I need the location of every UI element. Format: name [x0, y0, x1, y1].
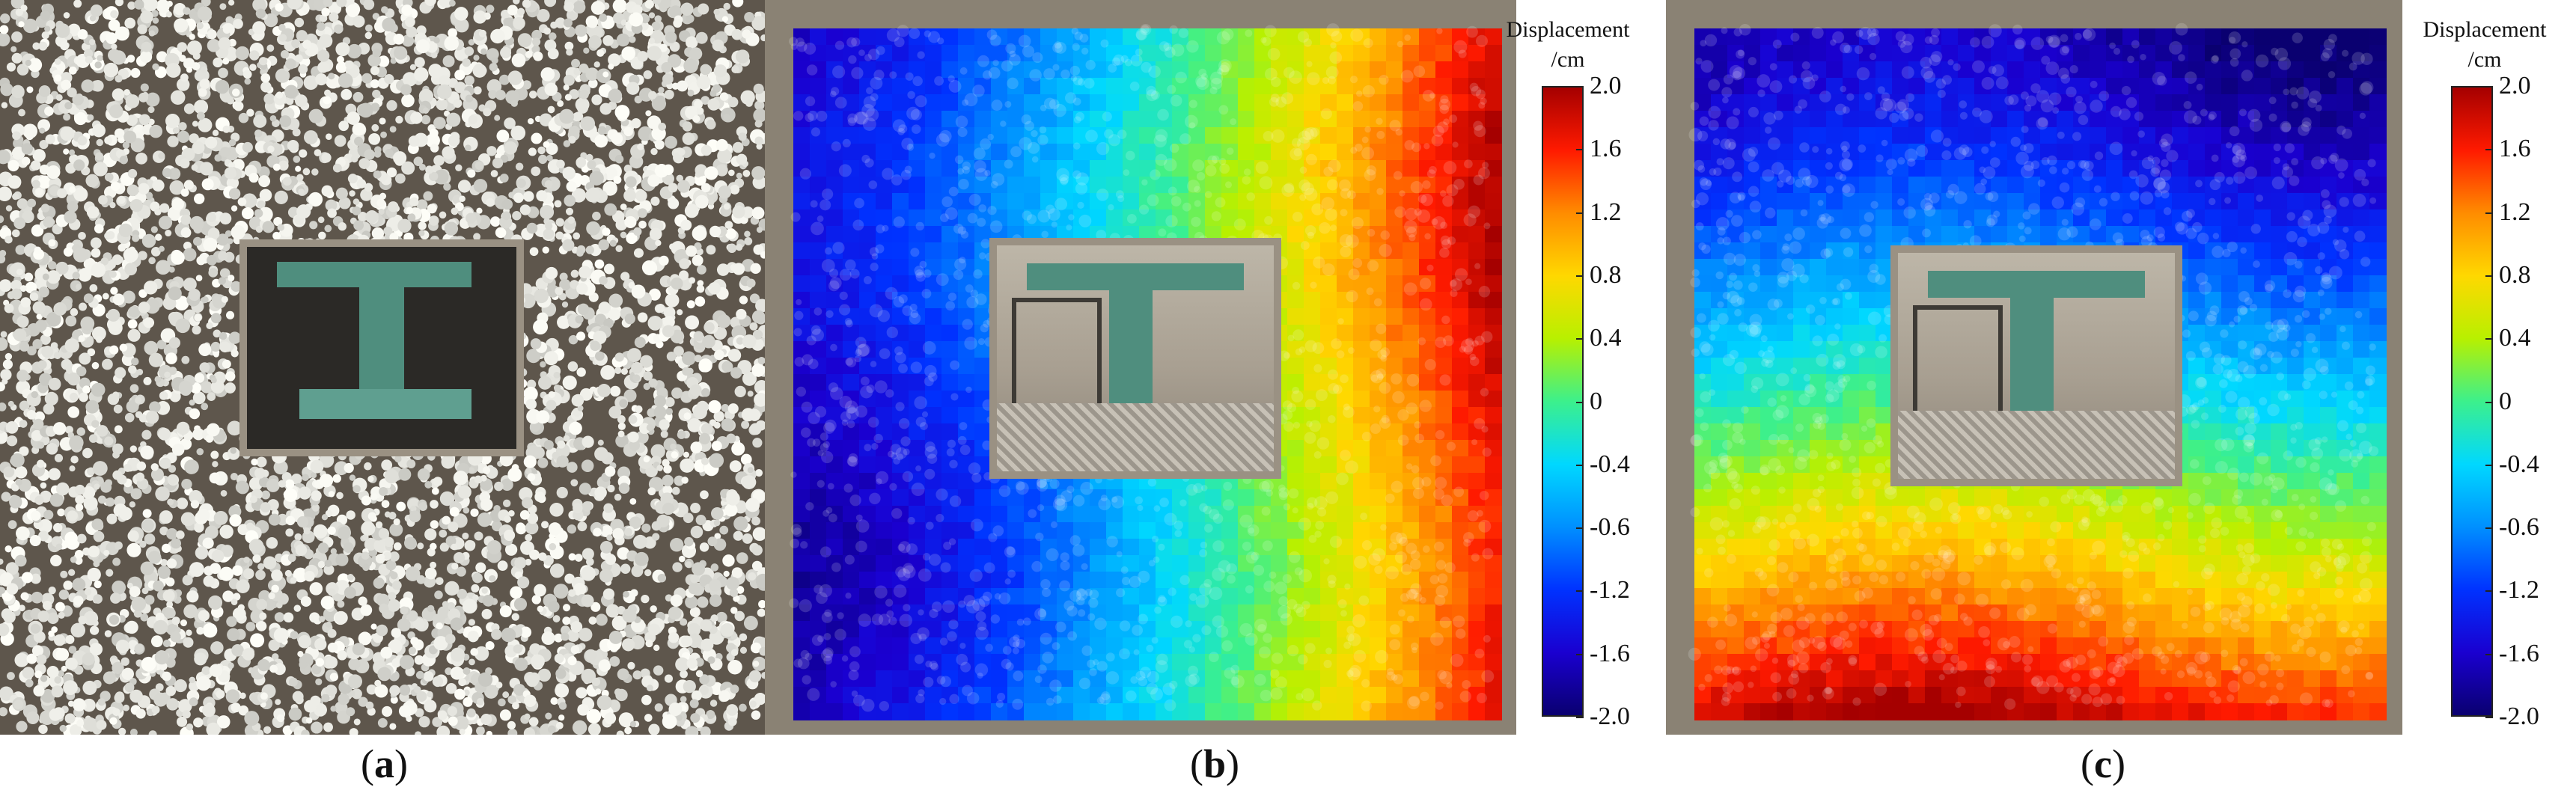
colorbar-tick-label: -0.6 [1590, 513, 1630, 542]
colorbar-tick-label: -1.2 [1590, 576, 1630, 604]
colorbar-tick-mark [1576, 527, 1584, 530]
colorbar-tick-label: 1.2 [1590, 198, 1622, 226]
colorbar-tick-label: 1.6 [2499, 135, 2531, 163]
colorbar-tick-label: -2.0 [1590, 703, 1630, 730]
colorbar-tick-label: -0.4 [1590, 450, 1630, 478]
caption-b: (b) [1190, 741, 1240, 786]
colorbar-tick-label: 0 [1590, 387, 1602, 415]
colorbar-tick-label: 0.8 [2499, 260, 2531, 289]
colorbar-tick-mark [2485, 527, 2493, 530]
speckle-pattern [0, 0, 765, 735]
tunnel-opening [239, 239, 524, 456]
caption-a: (a) [361, 741, 408, 786]
colorbar-tick-mark [2485, 338, 2493, 340]
colorbar-tick-label: -0.6 [2499, 513, 2539, 542]
colorbar-tick-mark [2485, 149, 2493, 151]
side-frame [1012, 298, 1102, 417]
tunnel-opening [989, 238, 1281, 479]
panel-b-displacement [765, 0, 1516, 735]
colorbar-tick-mark [1576, 86, 1584, 88]
base-plate [299, 389, 471, 419]
colorbar-tick-label: -1.6 [1590, 639, 1630, 667]
colorbar-tick-mark [1576, 401, 1584, 403]
colorbar-tick-mark [1576, 590, 1584, 593]
gravel-floor [1898, 411, 2175, 479]
colorbar-tick-mark [1576, 464, 1584, 466]
colorbar-tick-mark [2485, 212, 2493, 214]
colorbar-tick-label: -1.6 [2499, 639, 2539, 667]
colorbar-tick-label: 1.6 [1590, 135, 1622, 163]
colorbar-tick-mark [2485, 653, 2493, 655]
colorbar-tick-label: -0.4 [2499, 450, 2539, 478]
colorbar-tick-mark [2485, 717, 2493, 718]
tunnel-opening [1890, 245, 2182, 486]
colorbar-tick-mark [1576, 717, 1584, 718]
caption-b-letter: b [1203, 741, 1227, 786]
colorbar-tick-label: -2.0 [2499, 703, 2539, 730]
colorbar-title-line1: Displacement [1506, 17, 1630, 42]
colorbar-tick-label: 0.4 [2499, 324, 2531, 352]
colorbar-tick-mark [2485, 401, 2493, 403]
colorbar-tick-mark [1576, 275, 1584, 277]
side-frame [1913, 305, 2003, 425]
panel-a-photo [0, 0, 765, 735]
colorbar-title-line2: /cm [2467, 47, 2502, 72]
steel-post [2010, 290, 2054, 417]
steel-post [1109, 283, 1153, 410]
colorbar-tick-mark [1576, 212, 1584, 214]
colorbar-tick-mark [2485, 590, 2493, 593]
gravel-floor [997, 403, 1274, 471]
colorbar-title-line1: Displacement [2423, 17, 2547, 42]
colorbar-tick-label: 2.0 [1590, 72, 1622, 100]
caption-c: (c) [2081, 741, 2125, 786]
colorbar-tick-mark [2485, 464, 2493, 466]
colorbar-title: Displacement /cm [2395, 15, 2575, 75]
colorbar-title-line2: /cm [1551, 47, 1585, 72]
colorbar-tick-label: 0.4 [1590, 324, 1622, 352]
colorbar-tick-mark [1576, 338, 1584, 340]
caption-a-letter: a [373, 741, 394, 786]
colorbar-tick-mark [2485, 275, 2493, 277]
panel-c-displacement [1666, 0, 2402, 735]
colorbar-tick-mark [2485, 86, 2493, 88]
colorbar-tick-mark [1576, 653, 1584, 655]
caption-c-letter: c [2093, 741, 2112, 786]
colorbar-title: Displacement /cm [1478, 15, 1658, 75]
colorbar-tick-mark [1576, 149, 1584, 151]
colorbar-tick-label: -1.2 [2499, 576, 2539, 604]
colorbar-tick-label: 1.2 [2499, 198, 2531, 226]
colorbar-tick-label: 0.8 [1590, 260, 1622, 289]
colorbar-tick-label: 0 [2499, 387, 2512, 415]
colorbar-tick-label: 2.0 [2499, 72, 2531, 100]
